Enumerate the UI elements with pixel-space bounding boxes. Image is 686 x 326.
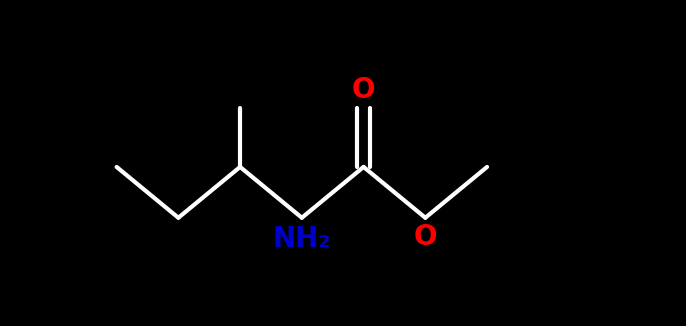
Text: O: O — [414, 223, 437, 251]
Text: O: O — [352, 76, 375, 104]
Text: NH₂: NH₂ — [272, 225, 331, 253]
